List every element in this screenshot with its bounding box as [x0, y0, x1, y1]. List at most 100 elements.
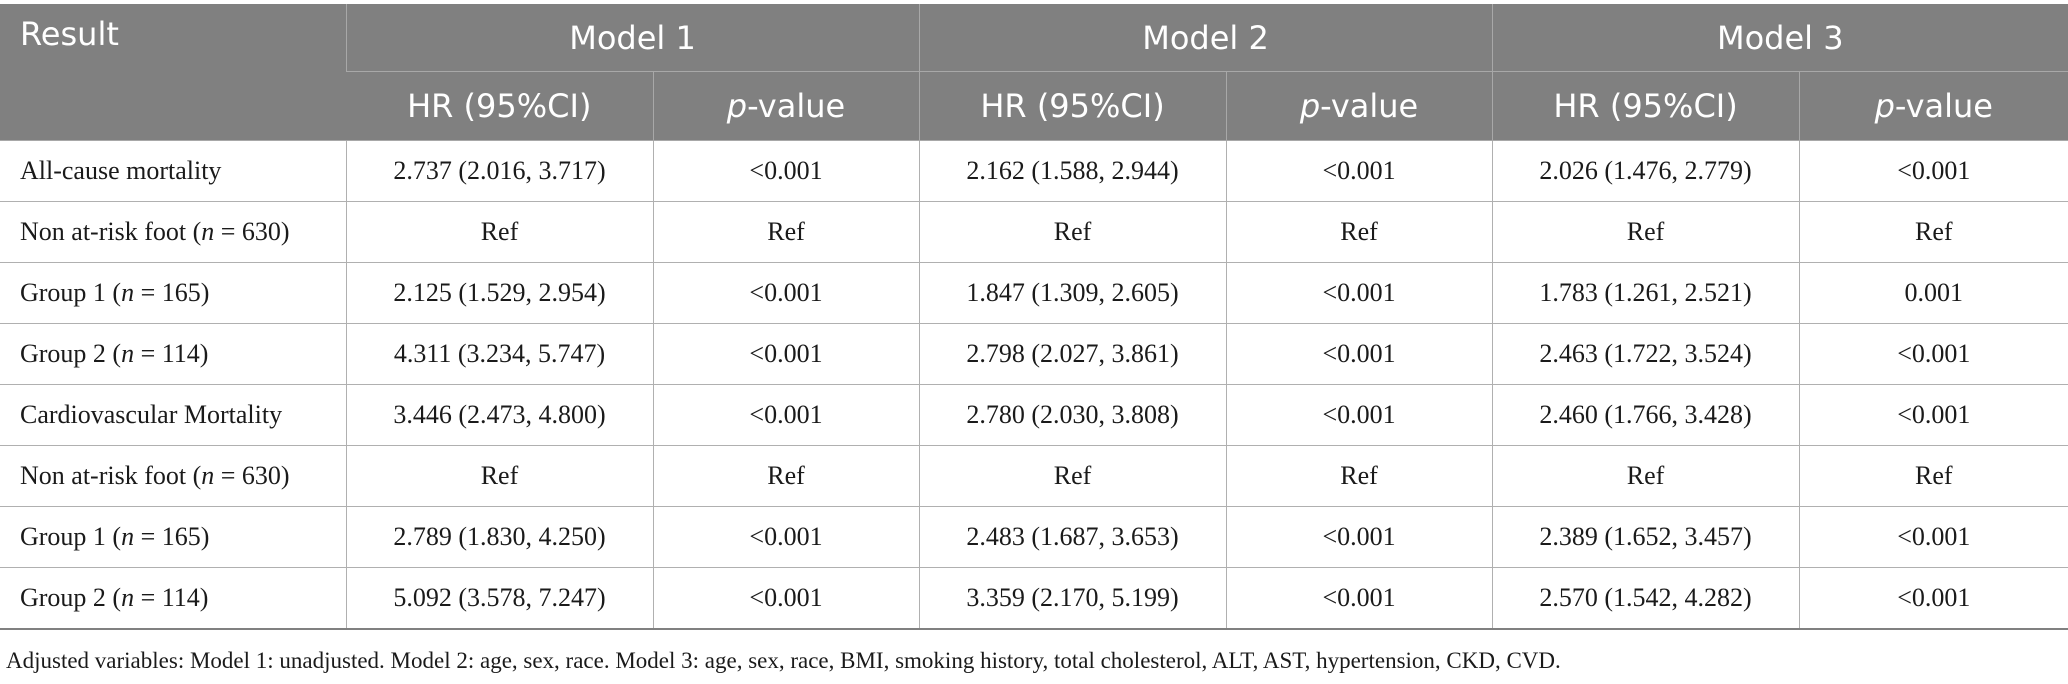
p-value-cell: <0.001	[652, 140, 920, 202]
p-value-cell: Ref	[652, 445, 920, 507]
p-value-cell: Ref	[1225, 201, 1493, 263]
hr-cell: Ref	[918, 445, 1227, 507]
row-label-count: = 165)	[134, 278, 210, 307]
p-value-cell: <0.001	[1225, 262, 1493, 324]
row-label-count: = 114)	[134, 339, 209, 368]
row-label-text: Group 2 (	[20, 583, 122, 612]
p-value-cell: <0.001	[1798, 506, 2068, 568]
p-value-cell: <0.001	[652, 384, 920, 446]
header-p-rest: -value	[747, 87, 846, 125]
hr-cell: 4.311 (3.234, 5.747)	[345, 323, 653, 385]
row-label-n: n	[121, 339, 135, 368]
header-hr: HR (95%CI)	[918, 71, 1227, 141]
row-label-n: n	[121, 522, 135, 551]
row-label: Group 2 (n = 114)	[0, 567, 346, 630]
p-value-cell: <0.001	[1798, 323, 2068, 385]
table-body: All-cause mortality 2.737 (2.016, 3.717) <…	[0, 140, 2068, 630]
p-value-cell: <0.001	[1225, 506, 1493, 568]
p-value-cell: Ref	[1798, 201, 2068, 263]
p-value-cell: <0.001	[652, 262, 920, 324]
p-value-cell: <0.001	[1225, 323, 1493, 385]
table-row: Group 1 (n = 165) 2.125 (1.529, 2.954) <0.…	[0, 262, 2068, 324]
hr-cell: 2.789 (1.830, 4.250)	[345, 506, 653, 568]
table-row: Group 2 (n = 114) 4.311 (3.234, 5.747) <0.…	[0, 323, 2068, 385]
hr-cell: Ref	[918, 201, 1227, 263]
row-label: Group 2 (n = 114)	[0, 323, 346, 385]
row-label-text: Group 1 (	[20, 522, 122, 551]
header-model-3: Model 3	[1491, 4, 2068, 72]
header-hr: HR (95%CI)	[346, 71, 653, 141]
row-label-count: = 114)	[134, 583, 209, 612]
hr-cell: 2.460 (1.766, 3.428)	[1491, 384, 1800, 446]
header-p-italic: p	[726, 87, 748, 125]
p-value-cell: <0.001	[652, 567, 920, 630]
row-label: Group 1 (n = 165)	[0, 262, 346, 324]
header-hr: HR (95%CI)	[1491, 71, 1800, 141]
header-p-rest: -value	[1320, 87, 1419, 125]
p-value-cell: Ref	[1225, 445, 1493, 507]
hr-cell: 3.359 (2.170, 5.199)	[918, 567, 1227, 630]
row-label-count: = 630)	[214, 217, 290, 246]
table-row: Group 2 (n = 114) 5.092 (3.578, 7.247) <0.…	[0, 567, 2068, 630]
p-value-cell: <0.001	[1225, 140, 1493, 202]
hr-cell: 2.389 (1.652, 3.457)	[1491, 506, 1800, 568]
row-label-text: Group 2 (	[20, 339, 122, 368]
hr-cell: 2.570 (1.542, 4.282)	[1491, 567, 1800, 630]
row-label-n: n	[201, 217, 215, 246]
header-model-2: Model 2	[918, 4, 1493, 72]
header-p-value: p-value	[652, 71, 920, 141]
header-p-italic: p	[1874, 87, 1895, 125]
hr-cell: 2.737 (2.016, 3.717)	[345, 140, 653, 202]
hr-cell: 2.162 (1.588, 2.944)	[918, 140, 1227, 202]
hr-cell: 2.483 (1.687, 3.653)	[918, 506, 1227, 568]
hr-cell: 2.125 (1.529, 2.954)	[345, 262, 653, 324]
row-label: All-cause mortality	[0, 140, 346, 202]
row-label: Cardiovascular Mortality	[0, 384, 346, 446]
row-label-n: n	[121, 278, 135, 307]
row-label-n: n	[201, 461, 215, 490]
table-row: Non at-risk foot (n = 630) Ref Ref Ref Ref Re…	[0, 201, 2068, 263]
header-p-rest: -value	[1894, 87, 1993, 125]
p-value-cell: <0.001	[1798, 140, 2068, 202]
row-label-text: Non at-risk foot (	[20, 461, 202, 490]
hr-cell: Ref	[1491, 445, 1800, 507]
header-p-value: p-value	[1225, 71, 1493, 141]
table-header: Result Model 1 Model 2 Model 3 HR (95%CI…	[0, 4, 2068, 141]
p-value-cell: <0.001	[1225, 567, 1493, 630]
hr-cell: 2.463 (1.722, 3.524)	[1491, 323, 1800, 385]
header-p-value: p-value	[1798, 71, 2068, 141]
header-model-1: Model 1	[345, 4, 920, 72]
row-label-count: = 630)	[214, 461, 290, 490]
hr-cell: 2.798 (2.027, 3.861)	[918, 323, 1227, 385]
header-result: Result	[0, 4, 346, 141]
row-label: Group 1 (n = 165)	[0, 506, 346, 568]
header-row-models: Result Model 1 Model 2 Model 3	[0, 4, 2068, 141]
p-value-cell: <0.001	[1225, 384, 1493, 446]
hr-cell: 2.780 (2.030, 3.808)	[918, 384, 1227, 446]
p-value-cell: <0.001	[652, 506, 920, 568]
p-value-cell: Ref	[652, 201, 920, 263]
p-value-cell: <0.001	[1798, 384, 2068, 446]
table-row: Non at-risk foot (n = 630) Ref Ref Ref Ref Re…	[0, 445, 2068, 507]
header-p-italic: p	[1299, 87, 1321, 125]
p-value-cell: Ref	[1798, 445, 2068, 507]
hr-cell: 3.446 (2.473, 4.800)	[345, 384, 653, 446]
hr-cell: Ref	[345, 201, 653, 263]
table-row: Group 1 (n = 165) 2.789 (1.830, 4.250) <0.…	[0, 506, 2068, 568]
table-footnote: Adjusted variables: Model 1: unadjusted.…	[6, 648, 1561, 673]
hr-cell: 2.026 (1.476, 2.779)	[1491, 140, 1800, 202]
hr-cell: Ref	[1491, 201, 1800, 263]
row-label-count: = 165)	[134, 522, 210, 551]
row-label-text: Cardiovascular Mortality	[20, 400, 283, 429]
row-label: Non at-risk foot (n = 630)	[0, 445, 346, 507]
p-value-cell: <0.001	[652, 323, 920, 385]
row-label: Non at-risk foot (n = 630)	[0, 201, 346, 263]
hr-cell: 5.092 (3.578, 7.247)	[345, 567, 653, 630]
table-row: Cardiovascular Mortality 3.446 (2.473, 4.…	[0, 384, 2068, 446]
row-label-text: All-cause mortality	[20, 156, 222, 185]
hr-cell: 1.847 (1.309, 2.605)	[918, 262, 1227, 324]
header-row-metrics: HR (95%CI) p-value HR (95%CI) p-value HR…	[0, 71, 2068, 141]
row-label-text: Group 1 (	[20, 278, 122, 307]
hazard-ratio-table: Result Model 1 Model 2 Model 3 HR (95%CI…	[0, 4, 2068, 630]
p-value-cell: 0.001	[1798, 262, 2068, 324]
